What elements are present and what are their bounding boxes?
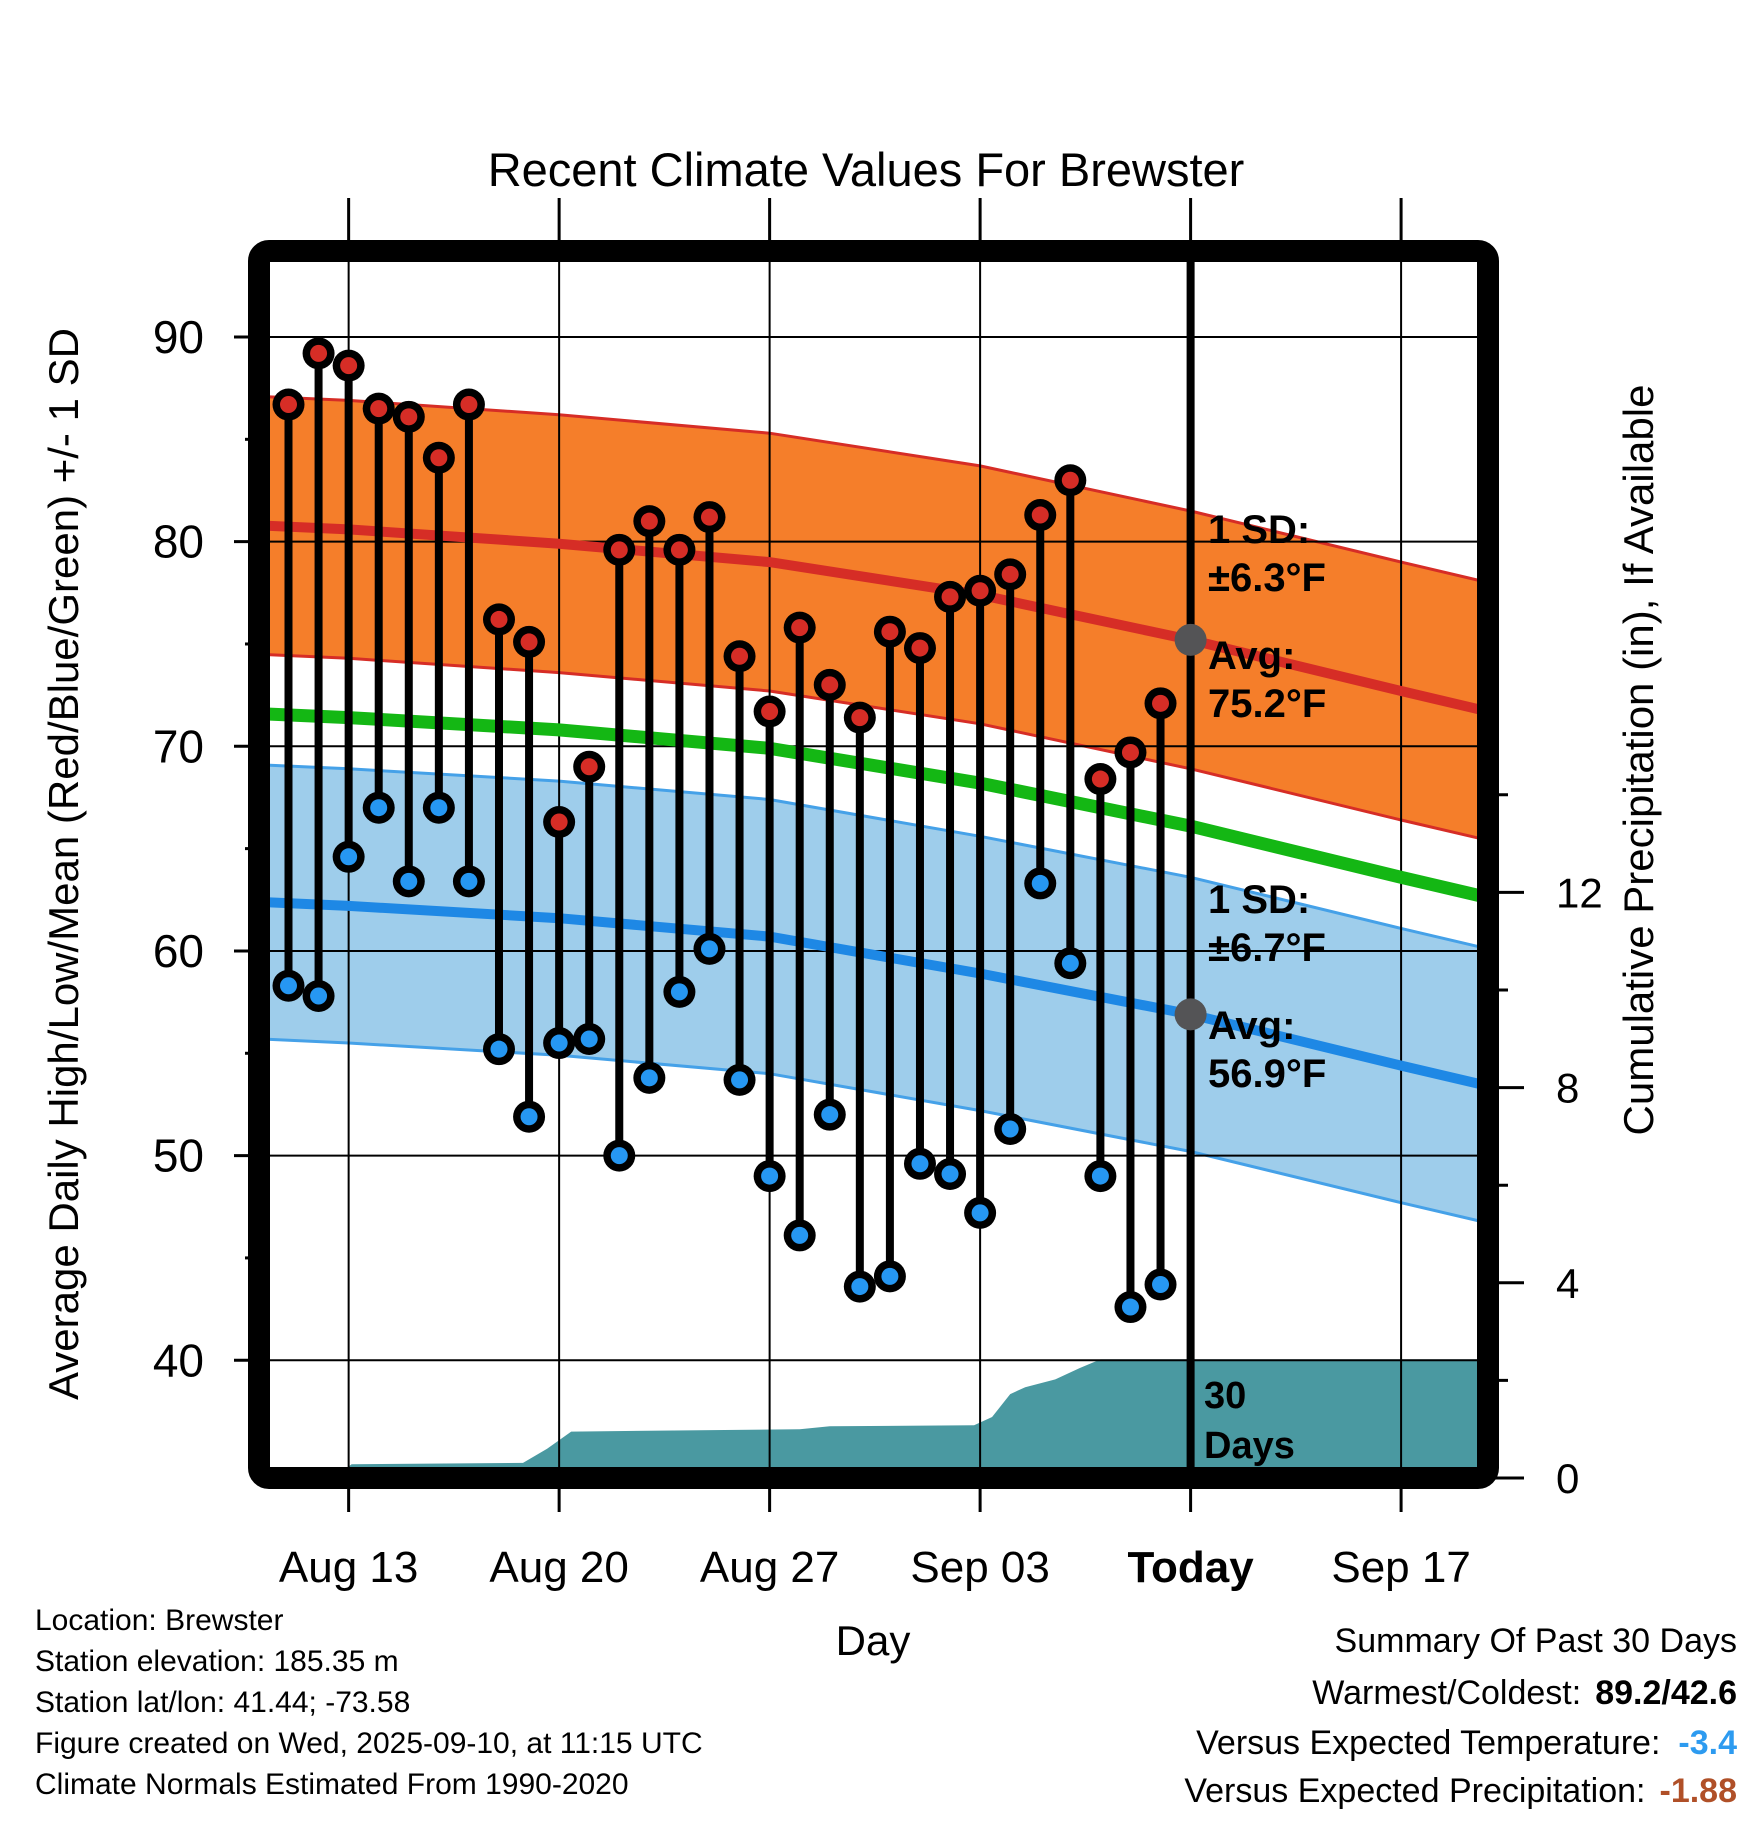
plot-border [248,240,1499,1489]
y-left-axis-label: Average Daily High/Low/Mean (Red/Blue/Gr… [40,328,87,1400]
y-left-tick-90: 90 [153,311,204,363]
sd-avg-annotations: 1 SD: ±6.3°F Avg: 75.2°F 1 SD: ±6.7°F Av… [1208,508,1326,1096]
low-avg-label: Avg: [1208,1004,1295,1048]
vs-precip-label: Versus Expected Precipitation: [1184,1772,1645,1810]
station-location: Location: Brewster [35,1604,283,1637]
high-sd-label: 1 SD: [1208,508,1310,552]
climate-normals: Climate Normals Estimated From 1990-2020 [35,1768,629,1801]
y-right-tick-4: 4 [1556,1260,1579,1307]
x-tick-aug-13: Aug 13 [279,1543,418,1592]
summary-vs-temp: Versus Expected Temperature: -3.4 [1196,1724,1737,1762]
high-avg-value: 75.2°F [1208,682,1326,726]
low-sd-value: ±6.7°F [1208,926,1326,970]
summary-vs-precip: Versus Expected Precipitation: -1.88 [1184,1772,1737,1810]
vs-temp-value: -3.4 [1678,1724,1737,1762]
chart-title: Recent Climate Values For Brewster [488,143,1245,196]
warmest-coldest-value: 89.2/42.6 [1595,1674,1737,1712]
summary-block: Summary Of Past 30 Days Warmest/Coldest:… [1184,1622,1737,1810]
summary-warmest-coldest: Warmest/Coldest: 89.2/42.6 [1312,1674,1737,1712]
vs-temp-label: Versus Expected Temperature: [1196,1724,1660,1762]
station-elevation: Station elevation: 185.35 m [35,1645,399,1678]
cumulative-precip-area [270,1359,1477,1467]
x-tick-sep-03: Sep 03 [910,1543,1049,1592]
x-tick-sep-17: Sep 17 [1331,1543,1470,1592]
station-latlon: Station lat/lon: 41.44; -73.58 [35,1686,410,1719]
y-left-tick-60: 60 [153,925,204,977]
station-info: Location: Brewster Station elevation: 18… [35,1604,703,1801]
high-sd-value: ±6.3°F [1208,556,1326,600]
x-tick-aug-27: Aug 27 [700,1543,839,1592]
today-line [1174,262,1207,1467]
period-line2: Days [1204,1425,1295,1467]
summary-title: Summary Of Past 30 Days [1335,1622,1737,1660]
warmest-coldest-label: Warmest/Coldest: [1312,1674,1581,1712]
climatology-bands [270,395,1477,1222]
y-left-tick-70: 70 [153,720,204,772]
axis-tick-labels: Aug 13 Aug 20 Aug 27 Sep 03 Today Sep 1790807… [153,311,1603,1592]
y-left-tick-40: 40 [153,1334,204,1386]
y-left-tick-80: 80 [153,516,204,568]
daily-high-low-stems [272,337,1177,1324]
period-label: 30 Days [1204,1375,1295,1467]
x-tick-aug-20: Aug 20 [489,1543,628,1592]
y-right-tick-8: 8 [1556,1065,1579,1112]
vs-precip-value: -1.88 [1660,1772,1738,1810]
high-avg-label: Avg: [1208,634,1295,678]
y-right-tick-0: 0 [1556,1455,1579,1502]
y-right-axis-label: Cumulative Precipitation (in), If Availa… [1615,385,1662,1136]
low-avg-value: 56.9°F [1208,1052,1326,1096]
y-left-tick-50: 50 [153,1130,204,1182]
figure-created: Figure created on Wed, 2025-09-10, at 11… [35,1727,703,1760]
y-right-tick-12: 12 [1556,869,1603,916]
climatology-mean-lines [270,520,1477,1089]
period-line1: 30 [1204,1375,1246,1417]
x-tick-today: Today [1127,1543,1254,1592]
low-sd-label: 1 SD: [1208,878,1310,922]
x-axis-label: Day [836,1617,911,1664]
